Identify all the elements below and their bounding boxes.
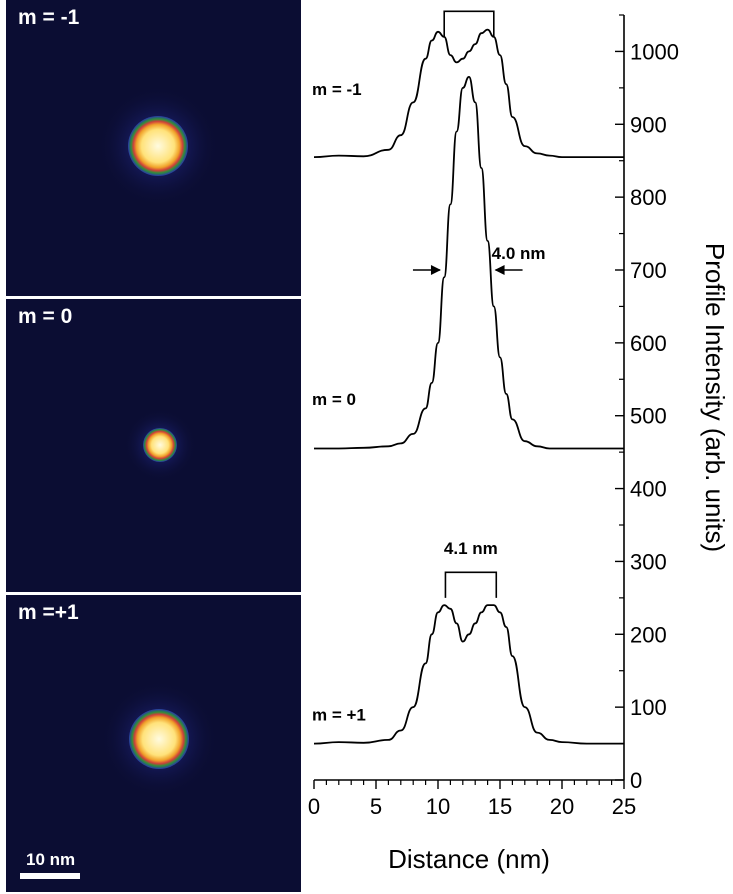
image-label: m = 0 bbox=[18, 305, 73, 328]
y-tick-label: 300 bbox=[630, 549, 667, 574]
image-label: m =+1 bbox=[18, 601, 79, 624]
y-tick-label: 100 bbox=[630, 695, 667, 720]
chart-axes: 0 5 10 15 20 25010020030040050060070080090010… bbox=[308, 14, 730, 874]
y-tick-label: 600 bbox=[630, 331, 667, 356]
profile-line-0 bbox=[313, 28, 624, 159]
tem-image-canvas bbox=[6, 0, 301, 296]
bright-spot bbox=[143, 428, 177, 462]
x-tick-label: 15 bbox=[488, 794, 512, 819]
series-labels: m = -1 m = 0 m = +1 bbox=[312, 80, 366, 724]
tem-image-m-minus-1: m = -1 bbox=[6, 0, 301, 296]
annotation-label: 4.0 nm bbox=[492, 244, 546, 263]
image-label: m = -1 bbox=[18, 6, 80, 29]
x-tick-label: 20 bbox=[550, 794, 574, 819]
y-tick-label: 500 bbox=[630, 404, 667, 429]
profile-curves bbox=[313, 28, 624, 745]
y-tick-label: 800 bbox=[630, 185, 667, 210]
annotation-label: 4.1 nm bbox=[444, 539, 498, 558]
series-label: m = 0 bbox=[312, 390, 356, 409]
tem-image-m-0: m = 0 bbox=[6, 299, 301, 592]
chart-annotations: 3.9 nm4.0 nm4.1 nm bbox=[412, 10, 546, 598]
y-tick-label: 400 bbox=[630, 477, 667, 502]
y-tick-label: 0 bbox=[630, 768, 642, 793]
profile-line-2 bbox=[313, 604, 624, 745]
arrow-right-head bbox=[494, 265, 505, 275]
arrow-left-head bbox=[430, 265, 441, 275]
series-label: m = +1 bbox=[312, 705, 366, 724]
bracket-mark bbox=[444, 571, 498, 598]
tem-image-canvas bbox=[6, 299, 301, 592]
y-tick-label: 1000 bbox=[630, 39, 679, 64]
tem-image-m-plus-1: 10 nm m =+1 bbox=[6, 595, 301, 892]
x-axis-label: Distance (nm) bbox=[388, 844, 550, 874]
scale-bar-label: 10 nm bbox=[26, 850, 75, 869]
y-axis-label: Profile Intensity (arb. units) bbox=[700, 243, 730, 552]
bright-spot bbox=[128, 116, 188, 176]
tem-image-canvas: 10 nm bbox=[6, 595, 301, 892]
y-tick-label: 200 bbox=[630, 622, 667, 647]
y-tick-label: 900 bbox=[630, 112, 667, 137]
y-tick-label: 700 bbox=[630, 258, 667, 283]
x-tick-label: 0 bbox=[308, 794, 320, 819]
x-tick-label: 10 bbox=[426, 794, 450, 819]
x-tick-label: 25 bbox=[612, 794, 636, 819]
scale-bar bbox=[20, 873, 80, 879]
series-label: m = -1 bbox=[312, 80, 362, 99]
bright-spot bbox=[129, 709, 189, 769]
bracket-mark bbox=[443, 10, 495, 37]
profile-line-1 bbox=[314, 75, 624, 450]
profile-chart: 0 5 10 15 20 25010020030040050060070080090010… bbox=[308, 10, 730, 874]
x-tick-label: 5 bbox=[370, 794, 382, 819]
